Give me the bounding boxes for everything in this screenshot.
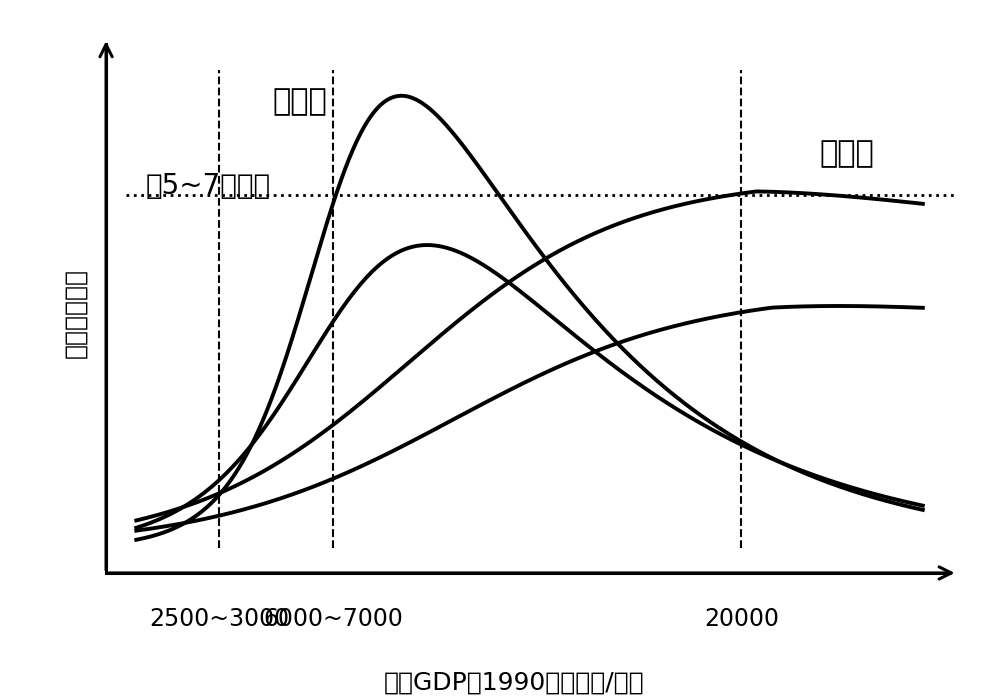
Text: 6000~7000: 6000~7000 <box>263 607 403 631</box>
Text: 模式一: 模式一 <box>272 87 327 116</box>
Text: 20000: 20000 <box>704 607 779 631</box>
Text: 人均GDP（1990盖凯美元/人）: 人均GDP（1990盖凯美元/人） <box>384 670 644 695</box>
Text: 人均锥消费量: 人均锥消费量 <box>64 268 88 358</box>
Text: （5~7千克）: （5~7千克） <box>145 172 271 200</box>
Text: 2500~3000: 2500~3000 <box>149 607 290 631</box>
Text: 模式二: 模式二 <box>820 139 875 168</box>
